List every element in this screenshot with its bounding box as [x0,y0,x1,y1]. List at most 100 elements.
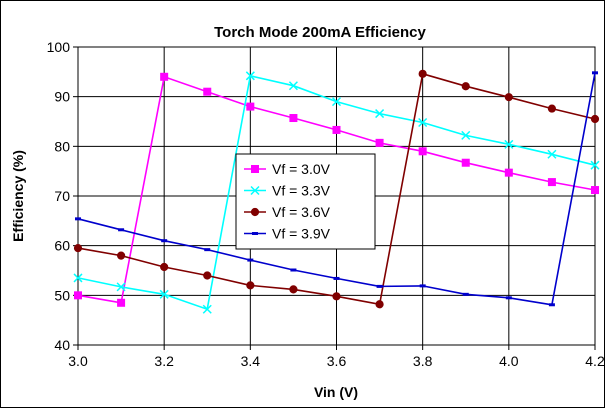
series-1-point [160,72,169,81]
axis-ticks: 40 50 60 70 80 90 100 3.0 3.2 3.4 3.6 3.8 4.0 4.2 [47,39,605,369]
series-2-point [202,304,212,314]
y-tick-label: 40 [54,337,70,353]
series-1-point [504,168,513,177]
series-2-point [547,149,557,159]
series-2-point [159,289,169,299]
y-tick-label: 60 [54,238,70,254]
series-2-point-stroke [504,139,514,149]
series-1-point [246,102,255,111]
series-4-point [204,248,211,252]
series-3-point [160,262,169,272]
series-1 [74,72,599,307]
series-3-point [547,104,557,113]
series-4-point [592,71,598,75]
series-2-point-stroke [547,149,557,159]
series-3-point [73,244,83,253]
series-2-point-stroke [159,289,169,299]
series-1-point [332,125,341,134]
series-3-point [332,292,341,301]
x-tick-label: 4.2 [585,353,605,369]
x-tick-label: 4.0 [499,353,519,369]
series-2-point-stroke [245,71,255,81]
series-layer [73,69,600,314]
y-axis-label: Efficiency (%) [10,150,26,242]
series-2-point-stroke [202,304,212,314]
series-2-point [73,273,83,283]
series-2-point [418,117,428,128]
series-1-point [418,147,427,156]
legend: Vf = 3.0V Vf = 3.3V Vf = 3.6V Vf = 3.9V [235,153,376,250]
series-1-point [203,87,212,96]
series-4-point [419,284,426,288]
series-3-point [246,281,255,290]
series-2-point [288,81,298,91]
y-tick-label: 100 [47,39,71,55]
x-axis-label: Vin (V) [314,384,358,400]
chart-title: Torch Mode 200mA Efficiency [214,24,426,41]
series-2-point [461,130,471,140]
series-4-point [333,276,340,280]
series-3-point [461,82,470,91]
series-4-point [247,258,254,262]
series-3 [73,69,600,309]
series-1-point [375,138,384,147]
series-1-point [591,186,599,195]
series-4-point [75,217,81,221]
series-4-point [161,239,168,243]
series-3-point [289,285,298,294]
series-4-point [290,268,297,272]
series-1-point [117,298,126,307]
legend-label-3: Vf = 3.6V [272,204,331,220]
series-2 [73,71,600,314]
series-3-point [203,271,212,280]
series-4-point [505,296,512,300]
series-3-point [590,114,600,124]
series-3-point [418,69,427,78]
series-1-point [289,114,298,123]
legend-label-4: Vf = 3.9V [272,226,331,242]
series-1-point [74,291,82,300]
legend-marker-3 [250,207,260,217]
series-2-point-stroke [73,273,83,283]
series-2-point-stroke [331,97,342,107]
series-4-point [548,303,555,307]
series-4-point [462,292,469,296]
x-tick-label: 3.4 [241,353,261,369]
series-3-point [375,300,384,309]
series-3-point [116,251,126,260]
x-tick-label: 3.8 [413,353,433,369]
series-2-point [116,282,126,292]
legend-marker-4 [252,232,258,235]
series-2-point [504,139,514,149]
y-tick-label: 50 [54,287,70,303]
series-4-point [376,284,383,288]
legend-marker-2-stroke [250,185,260,196]
x-tick-label: 3.6 [327,353,347,369]
x-tick-label: 3.2 [154,353,174,369]
series-2-point-stroke [418,117,428,128]
series-2-point-stroke [590,160,600,170]
legend-marker-1 [251,165,259,173]
series-2-point-stroke [375,109,385,119]
x-tick-label: 3.0 [68,353,88,369]
series-4 [75,71,598,307]
series-2-point-stroke [461,130,471,140]
series-2-point-stroke [288,81,298,91]
series-2-point [331,97,342,107]
series-2-point [245,71,255,81]
series-2-point [375,109,385,119]
series-2-point [590,160,600,170]
series-2-point-stroke [116,282,126,292]
y-tick-label: 70 [54,188,70,204]
legend-marker-2 [250,185,260,196]
series-1-point [547,178,556,187]
series-4-point [118,228,125,232]
y-tick-label: 90 [54,89,70,105]
legend-label-2: Vf = 3.3V [272,183,331,199]
y-tick-label: 80 [54,138,70,154]
series-1-point [461,158,470,167]
series-3-point [504,93,513,102]
legend-label-1: Vf = 3.0V [272,161,331,177]
